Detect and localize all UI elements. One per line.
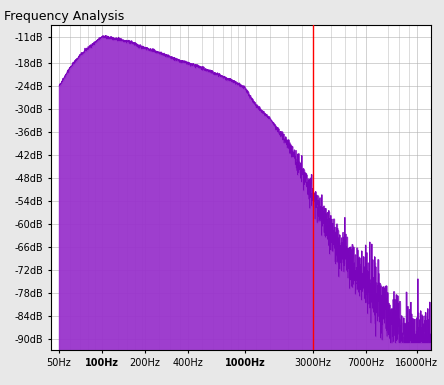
Text: Frequency Analysis: Frequency Analysis bbox=[4, 10, 125, 23]
